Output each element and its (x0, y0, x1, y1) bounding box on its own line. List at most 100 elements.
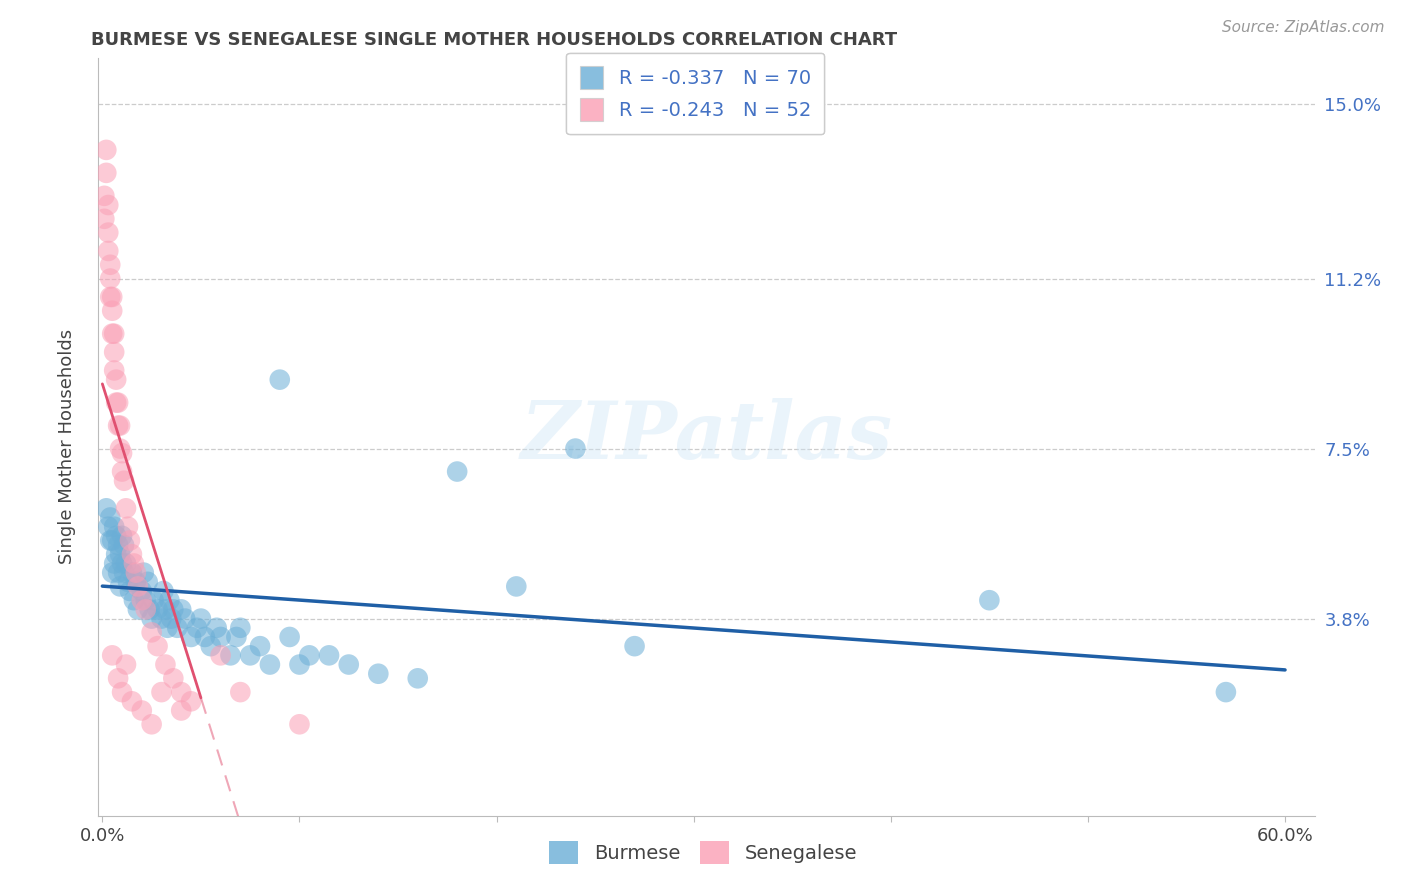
Point (117, 519, 139, 533)
Point (200, 639, 222, 653)
Point (115, 501, 138, 516)
Point (107, 418, 129, 433)
Point (298, 648, 321, 663)
Point (118, 584, 141, 599)
Point (141, 717, 163, 731)
Point (337, 657, 360, 672)
Point (367, 666, 389, 681)
Point (406, 671, 429, 685)
Point (101, 326, 124, 341)
Point (97, 198, 120, 212)
Point (93, 189, 115, 203)
Point (141, 625, 163, 640)
Text: ZIPatlas: ZIPatlas (520, 399, 893, 475)
Point (225, 630, 247, 644)
Point (131, 704, 153, 718)
Point (505, 579, 527, 593)
Text: Single Mother Households: Single Mother Households (59, 328, 76, 564)
Point (141, 611, 163, 625)
Point (166, 621, 188, 635)
Point (111, 529, 134, 543)
Point (146, 639, 169, 653)
Point (131, 593, 153, 607)
Point (249, 639, 271, 653)
Point (101, 533, 124, 548)
Point (103, 345, 125, 359)
Point (146, 602, 169, 616)
Point (117, 574, 139, 589)
Point (111, 446, 134, 460)
Point (209, 648, 232, 663)
Point (105, 373, 128, 387)
Text: Source: ZipAtlas.com: Source: ZipAtlas.com (1222, 20, 1385, 35)
Point (98, 258, 121, 272)
Point (190, 611, 212, 625)
Point (288, 717, 311, 731)
Point (564, 442, 586, 456)
Point (111, 685, 134, 699)
Point (152, 584, 174, 599)
Point (105, 547, 128, 561)
Point (105, 395, 128, 409)
Point (96, 166, 118, 180)
Point (98, 533, 121, 548)
Point (135, 593, 157, 607)
Point (138, 602, 160, 616)
Point (105, 529, 128, 543)
Point (96, 143, 118, 157)
Text: BURMESE VS SENEGALESE SINGLE MOTHER HOUSEHOLDS CORRELATION CHART: BURMESE VS SENEGALESE SINGLE MOTHER HOUS… (91, 31, 897, 49)
Point (103, 557, 125, 571)
Point (209, 630, 232, 644)
Point (318, 648, 340, 663)
Point (98, 271, 121, 285)
Point (127, 602, 149, 616)
Point (125, 574, 148, 589)
Point (115, 657, 138, 672)
Point (288, 657, 311, 672)
Point (93, 211, 115, 226)
Point (111, 465, 134, 479)
Point (160, 611, 183, 625)
Point (108, 442, 131, 456)
Point (239, 648, 262, 663)
Point (112, 538, 135, 552)
Point (108, 418, 131, 433)
Point (174, 611, 197, 625)
Point (150, 685, 173, 699)
Point (97, 519, 120, 533)
Point (162, 671, 184, 685)
Point (107, 395, 129, 409)
Point (162, 602, 184, 616)
Point (112, 566, 135, 580)
Point (127, 579, 149, 593)
Point (97, 244, 120, 258)
Point (229, 685, 252, 699)
Point (979, 593, 1001, 607)
Point (131, 584, 153, 599)
Point (205, 621, 228, 635)
Point (229, 621, 252, 635)
Point (446, 465, 468, 479)
Point (103, 363, 125, 377)
Point (125, 566, 148, 580)
Point (118, 533, 141, 548)
Point (1215, 685, 1237, 699)
Point (122, 557, 145, 571)
Point (142, 593, 165, 607)
Point (108, 547, 131, 561)
Point (155, 657, 177, 672)
Point (115, 557, 138, 571)
Point (98, 290, 121, 304)
Point (103, 519, 125, 533)
Point (122, 593, 145, 607)
Point (219, 648, 242, 663)
Point (103, 326, 125, 341)
Point (623, 639, 645, 653)
Point (112, 474, 135, 488)
Point (269, 373, 291, 387)
Point (136, 574, 159, 589)
Point (156, 621, 179, 635)
Point (107, 538, 129, 552)
Point (101, 648, 124, 663)
Point (107, 566, 129, 580)
